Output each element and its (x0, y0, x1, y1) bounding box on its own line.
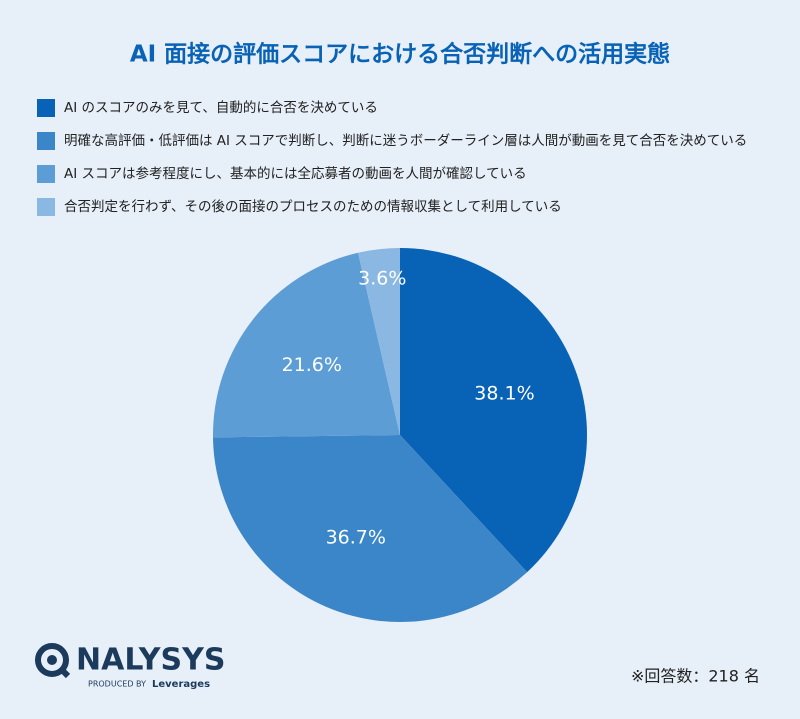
pie-slice (213, 252, 400, 438)
pie-slice (213, 435, 528, 622)
data-label: 38.1% (474, 383, 534, 405)
produced-by: PRODUCED BY (88, 680, 146, 689)
legend-swatch (37, 198, 55, 216)
logo-icon-dot (47, 655, 57, 665)
legend-label: 明確な高評価・低評価は AI スコアで判断し、判断に迷うボーダーライン層は人間が… (64, 132, 747, 149)
logo-icon-handle (58, 666, 71, 679)
data-label: 3.6% (358, 267, 406, 289)
data-label: 21.6% (282, 354, 342, 376)
pie-slice (358, 248, 400, 435)
chart-title: AI 面接の評価スコアにおける合否判断への活用実態 (130, 41, 670, 68)
note: ※回答数：218 名 (631, 667, 760, 686)
legend-swatch (37, 165, 55, 183)
legend-label: 合否判定を行わず、その後の面接のプロセスのための情報収集として利用している (64, 198, 562, 215)
legend-label: AI のスコアのみを見て、自動的に合否を決めている (64, 100, 378, 116)
legend-swatch (37, 99, 55, 117)
company-name: Leverages (152, 679, 210, 690)
brand-name: NALYSYS (76, 643, 225, 678)
pie-slice (400, 248, 588, 573)
legend-label: AI スコアは参考程度にし、基本的には全応募者の動画を人間が確認している (64, 165, 527, 182)
logo: NALYSYS PRODUCED BY Leverages (35, 643, 225, 690)
legend-swatch (37, 132, 55, 150)
data-label: 36.7% (326, 527, 386, 549)
logo-icon (35, 643, 69, 677)
